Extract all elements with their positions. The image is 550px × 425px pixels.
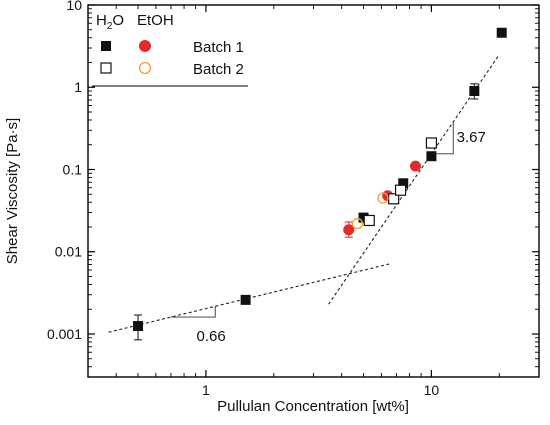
- slope-label: 3.67: [457, 129, 486, 146]
- slope-triangle: [431, 121, 454, 155]
- data-point-h2o-batch1: [496, 27, 507, 38]
- fit-line: [328, 54, 500, 305]
- slope-triangle: [170, 306, 216, 318]
- data-point-h2o-batch1: [240, 294, 251, 305]
- y-tick-label: 1: [74, 79, 82, 95]
- data-point-h2o-batch2: [394, 184, 407, 196]
- data-point-etoh-batch2: [351, 217, 364, 230]
- data-point-h2o-batch2: [388, 193, 400, 205]
- legend-marker-h2o-batch2: [100, 62, 112, 74]
- data-point-h2o-batch1: [358, 212, 369, 223]
- data-point-h2o-batch2: [425, 137, 438, 149]
- y-axis-label: Shear Viscosity [Pa·s]: [4, 118, 21, 264]
- data-point-h2o-batch1: [426, 151, 437, 162]
- data-point-h2o-batch1: [133, 321, 144, 332]
- data-point-h2o-batch1: [398, 178, 409, 189]
- slope-label: 0.66: [197, 328, 226, 345]
- axis-ticks: 1 10 0.001 0.01 0.1 1 10: [47, 0, 540, 398]
- legend-marker-etoh-batch1: [139, 40, 151, 52]
- legend-marker-h2o-batch1: [101, 41, 111, 51]
- legend-label-batch2: Batch 2: [193, 61, 244, 78]
- legend-label-batch1: Batch 1: [193, 39, 244, 56]
- legend-marker-etoh-batch2: [138, 61, 152, 75]
- data-point-etoh-batch2: [377, 192, 389, 204]
- y-tick-label: 0.001: [47, 326, 82, 342]
- legend-header-h2o: H2O: [96, 12, 124, 32]
- data-points: [133, 27, 507, 341]
- x-tick-label: 1: [202, 382, 210, 398]
- x-axis-label: Pullulan Concentration [wt%]: [217, 398, 409, 415]
- y-tick-label: 0.1: [63, 161, 83, 177]
- y-tick-label: 10: [66, 0, 82, 13]
- fit-lines: 0.66 3.67: [108, 54, 500, 345]
- data-point-h2o-batch1: [469, 86, 480, 97]
- data-point-etoh-batch1: [409, 160, 421, 172]
- plot-frame: [87, 4, 540, 378]
- data-point-h2o-batch2: [363, 214, 375, 227]
- x-tick-label: 10: [424, 382, 440, 398]
- data-point-etoh-batch1: [343, 224, 355, 236]
- legend-header-etoh: EtOH: [137, 12, 174, 29]
- y-tick-label: 0.01: [55, 244, 82, 260]
- legend: H2O EtOH Batch 1 Batch 2: [92, 12, 248, 87]
